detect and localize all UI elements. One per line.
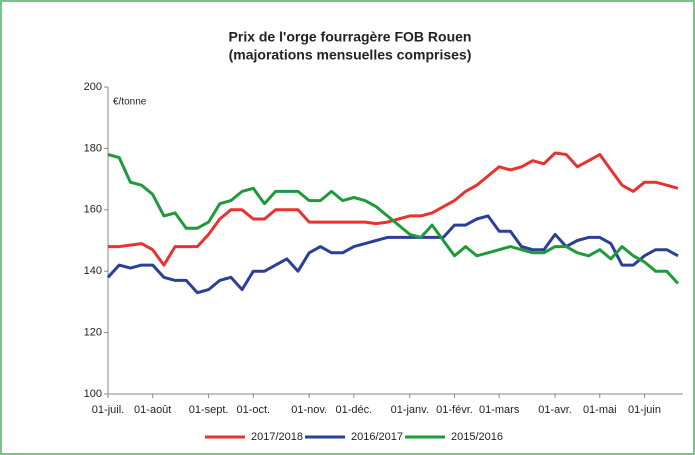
x-tick-label: 01-nov. — [291, 404, 327, 416]
legend-label: 2016/2017 — [351, 431, 403, 443]
x-tick-label: 01-août — [134, 404, 171, 416]
x-tick-label: 01-avr. — [538, 404, 572, 416]
x-tick-label: 01-oct. — [236, 404, 270, 416]
series-line — [106, 214, 679, 295]
y-tick-label: 180 — [84, 142, 102, 154]
y-tick-label: 160 — [84, 204, 102, 216]
x-tick-label: 01-juin — [628, 404, 661, 416]
chart-subtitle: (majorations mensuelles comprises) — [229, 47, 472, 63]
chart-title: Prix de l'orge fourragère FOB Rouen — [229, 29, 472, 45]
y-tick-label: 100 — [84, 388, 102, 400]
x-tick-label: 01-janv. — [391, 404, 429, 416]
y-axis-label: €/tonne — [113, 97, 147, 108]
y-tick-label: 140 — [84, 265, 102, 277]
x-tick-label: 01-juil. — [92, 404, 124, 416]
series-line — [107, 153, 680, 285]
legend-label: 2015/2016 — [451, 431, 503, 443]
x-tick-label: 01-févr. — [436, 404, 473, 416]
legend-label: 2017/2018 — [251, 431, 303, 443]
x-tick-label: 01-déc. — [336, 404, 373, 416]
x-tick-label: 01-mars — [479, 404, 520, 416]
x-tick-label: 01-mai — [583, 404, 617, 416]
x-tick-label: 01-sept. — [189, 404, 229, 416]
y-tick-label: 200 — [84, 81, 102, 93]
y-tick-label: 120 — [84, 327, 102, 339]
